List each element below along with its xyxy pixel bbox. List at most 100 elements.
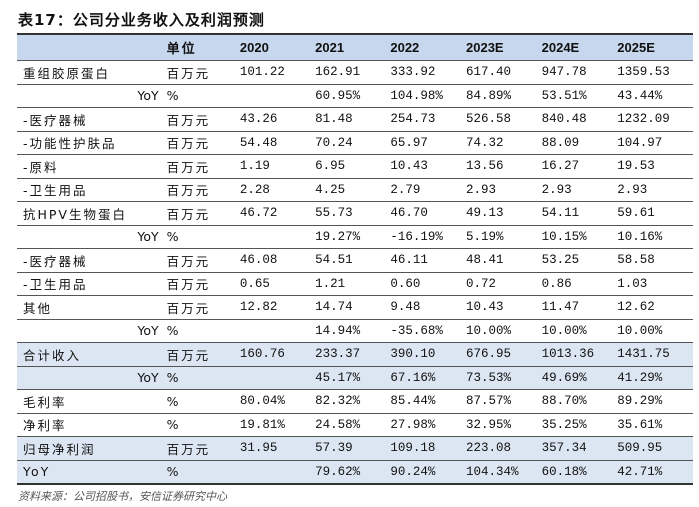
cell-value: 80.04% [239, 389, 316, 414]
header-year: 2025E [617, 34, 693, 61]
cell-value: 53.51% [541, 84, 618, 108]
row-unit: 百万元 [166, 248, 240, 273]
cell-value: 6.95 [315, 154, 391, 179]
table-row: 合计收入 百万元 160.76 233.37 390.10 676.95 1013.36 14… [17, 342, 693, 367]
table-row: -卫生用品 百万元 0.65 1.21 0.60 0.72 0.86 1.03 [17, 272, 693, 296]
cell-value: 2.93 [617, 178, 693, 202]
row-unit: % [166, 389, 240, 414]
row-unit: % [166, 225, 240, 249]
cell-value: 10.15% [541, 225, 618, 249]
cell-value: 85.44% [390, 389, 466, 414]
cell-value: 45.17% [315, 366, 391, 390]
forecast-table: 单位 2020 2021 2022 2023E 2024E 2025E 重组胶原… [17, 33, 693, 485]
cell-value: 58.58 [617, 248, 693, 273]
table-row: 毛利率% 80.04% 82.32% 85.44% 87.57% 88.70% 89.29% [17, 389, 693, 414]
cell-value: 19.27% [315, 225, 391, 249]
cell-value: 947.78 [541, 60, 618, 85]
table-row: YoY% 60.95% 104.98% 84.89% 53.51% 43.44% [17, 84, 693, 108]
row-unit: % [166, 319, 240, 343]
row-label: YoY [17, 84, 167, 108]
cell-value: 87.57% [466, 389, 542, 414]
cell-value [239, 319, 316, 343]
cell-value: 12.62 [617, 295, 693, 320]
cell-value: 46.11 [390, 248, 466, 273]
row-label: 重组胶原蛋白 [17, 60, 167, 85]
row-label: -医疗器械 [17, 248, 167, 273]
row-unit: % [166, 366, 240, 390]
row-label: -卫生用品 [17, 178, 167, 202]
cell-value: 57.39 [315, 436, 391, 461]
cell-value: 46.72 [239, 201, 316, 226]
cell-value: 27.98% [390, 413, 466, 437]
row-unit: 百万元 [166, 272, 240, 296]
cell-value: 0.86 [541, 272, 618, 296]
cell-value: 49.13 [466, 201, 542, 226]
row-label: -医疗器械 [17, 107, 167, 132]
row-unit: % [166, 413, 240, 437]
cell-value: 11.47 [541, 295, 618, 320]
cell-value: 43.44% [617, 84, 693, 108]
table-row: 重组胶原蛋白 百万元 101.22 162.91 333.92 617.40 947.78 1… [17, 60, 693, 85]
cell-value: 32.95% [466, 413, 542, 437]
cell-value: 509.95 [617, 436, 693, 461]
cell-value: 42.71% [617, 460, 693, 485]
cell-value: 14.94% [315, 319, 391, 343]
table-row: -功能性护肤品 百万元 54.48 70.24 65.97 74.32 88.09 104.9… [17, 131, 693, 155]
cell-value: 19.81% [239, 413, 316, 437]
cell-value: 1.03 [617, 272, 693, 296]
cell-value: 1431.75 [617, 342, 693, 367]
cell-value: 2.93 [541, 178, 618, 202]
cell-value: 54.11 [541, 201, 618, 226]
row-label: 抗HPV生物蛋白 [17, 201, 167, 226]
row-label: YoY [17, 460, 167, 485]
cell-value [239, 225, 316, 249]
cell-value: 73.53% [466, 366, 542, 390]
cell-value: 65.97 [390, 131, 466, 155]
row-unit: % [166, 460, 240, 485]
cell-value: 88.09 [541, 131, 618, 155]
cell-value: 60.95% [315, 84, 391, 108]
cell-value: 357.34 [541, 436, 618, 461]
cell-value: 60.18% [541, 460, 618, 485]
cell-value: 9.48 [390, 295, 466, 320]
cell-value: 35.61% [617, 413, 693, 437]
cell-value: 10.00% [541, 319, 618, 343]
cell-value: 526.58 [466, 107, 542, 132]
cell-value: 0.72 [466, 272, 542, 296]
cell-value: 10.00% [617, 319, 693, 343]
row-label: 归母净利润 [17, 436, 167, 461]
row-label: 毛利率 [17, 389, 167, 414]
cell-value: 0.60 [390, 272, 466, 296]
table-title: 表17：公司分业务收入及利润预测 [18, 11, 265, 29]
cell-value: 2.28 [239, 178, 316, 202]
cell-value: 67.16% [390, 366, 466, 390]
cell-value: 10.16% [617, 225, 693, 249]
header-year: 2024E [541, 34, 618, 61]
cell-value: 160.76 [239, 342, 316, 367]
row-label: 合计收入 [17, 342, 167, 367]
cell-value: 617.40 [466, 60, 542, 85]
row-unit: 百万元 [166, 107, 240, 132]
cell-value: 54.51 [315, 248, 391, 273]
cell-value: 24.58% [315, 413, 391, 437]
cell-value: 54.48 [239, 131, 316, 155]
cell-value: 104.98% [390, 84, 466, 108]
cell-value: 676.95 [466, 342, 542, 367]
row-label: YoY [17, 366, 167, 390]
table-row: YoY% 19.27% -16.19% 5.19% 10.15% 10.16% [17, 225, 693, 249]
table-row: -医疗器械 百万元 43.26 81.48 254.73 526.58 840.48 1232… [17, 107, 693, 132]
row-label: -卫生用品 [17, 272, 167, 296]
cell-value: 104.34% [466, 460, 542, 485]
cell-value: 46.70 [390, 201, 466, 226]
row-unit: 百万元 [166, 154, 240, 179]
cell-value: 1232.09 [617, 107, 693, 132]
cell-value: 10.43 [390, 154, 466, 179]
table-row: -医疗器械 百万元 46.08 54.51 46.11 48.41 53.25 58.58 [17, 248, 693, 273]
cell-value: 49.69% [541, 366, 618, 390]
cell-value: 14.74 [315, 295, 391, 320]
row-unit: 百万元 [166, 131, 240, 155]
table-row: YoY% 45.17% 67.16% 73.53% 49.69% 41.29% [17, 366, 693, 390]
cell-value: 2.79 [390, 178, 466, 202]
cell-value: 109.18 [390, 436, 466, 461]
row-unit: 百万元 [166, 436, 240, 461]
